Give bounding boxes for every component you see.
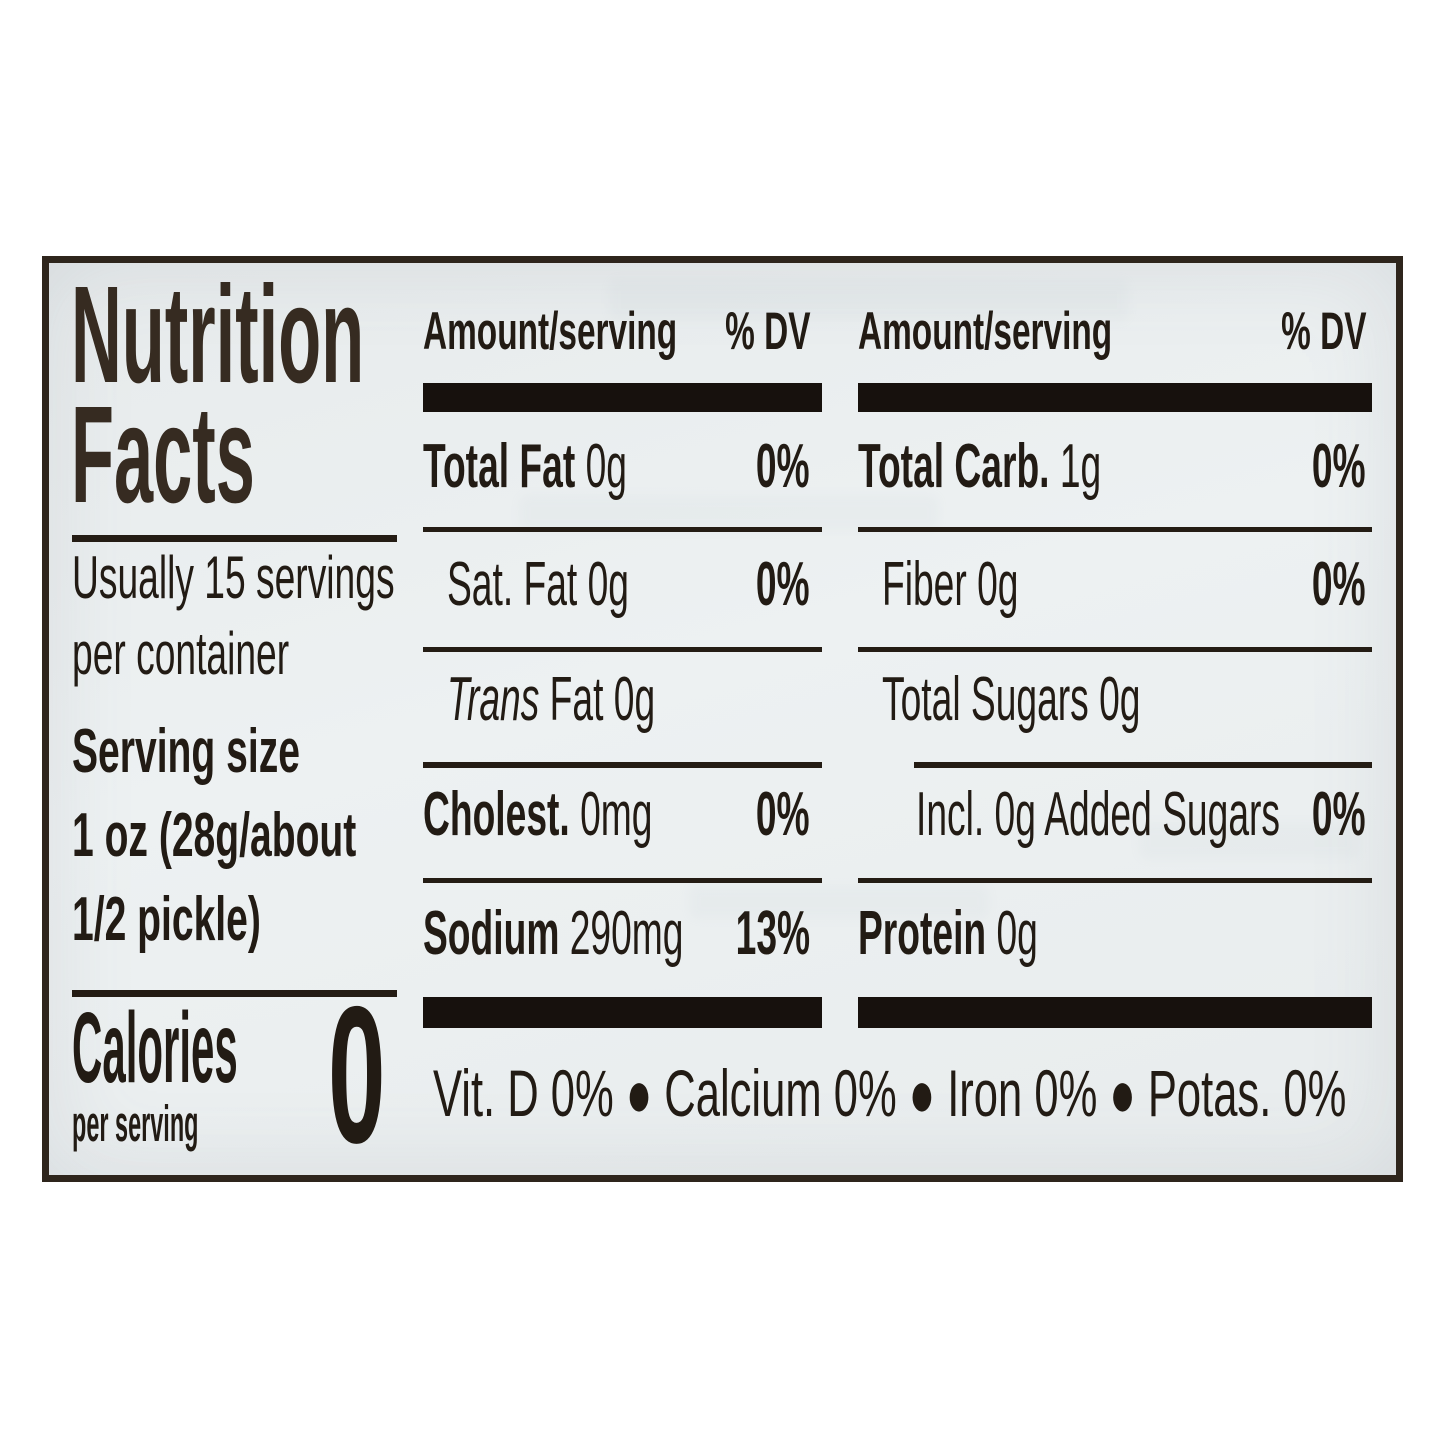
nutrient-dv: 0% — [1312, 432, 1366, 501]
nutrient-row-trans-fat: Trans Fat 0g — [423, 669, 822, 731]
serving-size-line-2: 1/2 pickle) — [72, 885, 261, 954]
thick-rule — [423, 383, 822, 412]
nutrient-label: Protein 0g — [858, 899, 1038, 968]
nutrient-row-sat-fat: Sat. Fat 0g 0% — [423, 554, 822, 616]
nutrient-row-total-carb: Total Carb. 1g 0% — [858, 436, 1372, 498]
micronutrients-line: Vit. D 0% ● Calcium 0% ● Iron 0% ● Potas… — [433, 1060, 1445, 1126]
amount-per-serving-header: Amount/serving — [858, 302, 1113, 361]
serving-size-heading: Serving size — [72, 717, 300, 786]
nutrient-row-total-fat: Total Fat 0g 0% — [423, 436, 822, 498]
column-header: Amount/serving % DV — [858, 305, 1372, 358]
nutrient-label: Sodium 290mg — [423, 899, 684, 968]
section-divider — [72, 535, 397, 542]
amount-per-serving-header: Amount/serving — [423, 302, 678, 361]
print-showthrough-texture — [519, 495, 939, 531]
servings-per-container: Usually 15 servings per container — [72, 540, 592, 692]
column-header: Amount/serving % DV — [423, 305, 822, 358]
micronutrients-text: Vit. D 0% ● Calcium 0% ● Iron 0% ● Potas… — [433, 1056, 1347, 1130]
nutrient-row-fiber: Fiber 0g 0% — [858, 554, 1372, 616]
calories-value: 0 — [328, 966, 386, 1184]
nutrient-dv: 0% — [1312, 550, 1366, 619]
nutrient-label: Total Sugars 0g — [882, 665, 1141, 734]
nutrient-row-cholesterol: Cholest. 0mg 0% — [423, 784, 822, 846]
nutrient-row-total-sugars: Total Sugars 0g — [858, 669, 1372, 731]
title-line-1: Nutrition — [71, 258, 365, 412]
thin-rule-indented — [914, 762, 1372, 768]
thin-rule — [858, 527, 1372, 532]
print-showthrough-texture — [609, 279, 1129, 321]
column-carb-protein: Amount/serving % DV Total Carb. 1g 0% Fi… — [858, 263, 1372, 1175]
thick-rule — [423, 997, 822, 1028]
print-showthrough-texture — [1139, 823, 1359, 859]
servings-line-2: per container — [72, 620, 290, 687]
serving-size-line-1: 1 oz (28g/about — [72, 801, 357, 870]
nutrient-row-sodium: Sodium 290mg 13% — [423, 903, 822, 965]
nutrient-label: Fiber 0g — [882, 550, 1019, 619]
nutrient-label: Cholest. 0mg — [423, 780, 653, 849]
nutrient-row-protein: Protein 0g — [858, 903, 1372, 965]
print-showthrough-texture — [689, 885, 989, 919]
percent-dv-header: % DV — [724, 302, 810, 361]
calories-subheading: per serving — [72, 1095, 199, 1152]
nutrient-label: Sat. Fat 0g — [447, 550, 629, 619]
nutrient-label: Total Fat 0g — [423, 432, 627, 501]
thin-rule — [423, 647, 822, 652]
nutrient-label: Total Carb. 1g — [858, 432, 1102, 501]
nutrient-label: Incl. 0g Added Sugars — [916, 780, 1280, 849]
thick-rule — [858, 997, 1372, 1028]
servings-line-1: Usually 15 servings — [72, 544, 395, 611]
nutrient-row-added-sugars: Incl. 0g Added Sugars 0% — [858, 784, 1372, 846]
thin-rule — [423, 527, 822, 532]
nutrient-dv: 0% — [756, 550, 810, 619]
nutrient-dv: 0% — [756, 432, 810, 501]
nutrient-dv: 13% — [735, 899, 810, 968]
column-fat-sodium: Amount/serving % DV Total Fat 0g 0% Sat.… — [423, 263, 822, 1175]
title-line-2: Facts — [71, 378, 255, 532]
thin-rule — [858, 878, 1372, 883]
nutrient-dv: 0% — [1312, 780, 1366, 849]
thin-rule — [423, 878, 822, 883]
thin-rule — [423, 762, 822, 768]
nutrient-label: Trans Fat 0g — [447, 665, 656, 734]
thin-rule — [858, 647, 1372, 652]
section-divider — [72, 990, 397, 997]
percent-dv-header: % DV — [1280, 302, 1366, 361]
serving-size: Serving size 1 oz (28g/about 1/2 pickle) — [72, 710, 523, 962]
calories-heading: Calories — [72, 992, 238, 1104]
nutrient-dv: 0% — [756, 780, 810, 849]
thick-rule — [858, 383, 1372, 412]
nutrition-facts-title: Nutrition Facts — [71, 258, 646, 532]
nutrition-facts-label: Nutrition Facts Usually 15 servings per … — [42, 256, 1403, 1182]
